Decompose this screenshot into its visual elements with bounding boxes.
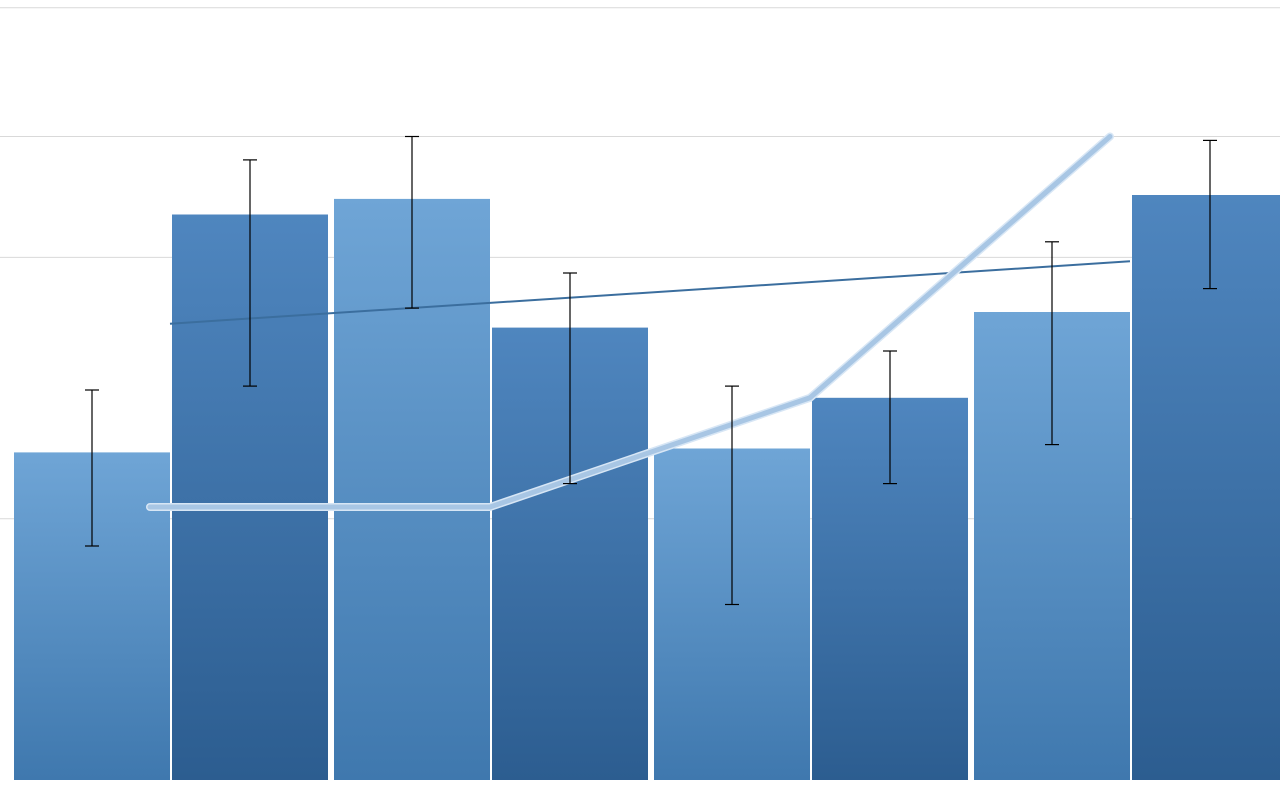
chart-svg (0, 0, 1280, 785)
bar-front (1132, 195, 1280, 780)
bars-layer (14, 195, 1280, 780)
combo-bar-line-chart (0, 0, 1280, 785)
